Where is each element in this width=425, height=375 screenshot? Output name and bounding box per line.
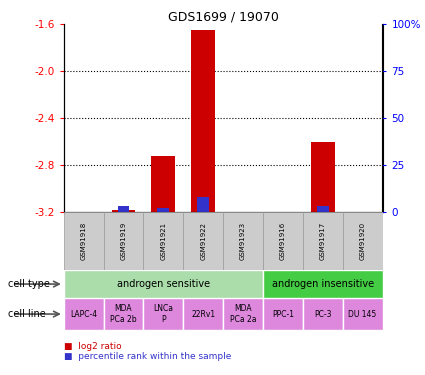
Text: DU 145: DU 145 <box>348 310 377 319</box>
Bar <box>143 298 183 330</box>
Bar <box>343 212 382 270</box>
Bar <box>111 210 136 212</box>
Bar <box>263 270 382 298</box>
Text: LNCa
P: LNCa P <box>153 304 173 324</box>
Text: LAPC-4: LAPC-4 <box>70 310 97 319</box>
Text: cell type: cell type <box>8 279 51 289</box>
Text: GSM91922: GSM91922 <box>200 222 206 260</box>
Text: MDA
PCa 2b: MDA PCa 2b <box>110 304 137 324</box>
Text: PPC-1: PPC-1 <box>272 310 294 319</box>
Bar <box>263 212 303 270</box>
Bar <box>343 298 382 330</box>
Bar <box>157 208 169 212</box>
Bar <box>317 206 329 212</box>
Bar <box>143 212 183 270</box>
Bar <box>303 212 343 270</box>
Bar <box>303 298 343 330</box>
Text: PC-3: PC-3 <box>314 310 332 319</box>
Bar <box>64 212 104 270</box>
Bar <box>263 298 303 330</box>
Bar <box>118 206 130 212</box>
Text: ■  percentile rank within the sample: ■ percentile rank within the sample <box>64 352 231 361</box>
Bar <box>183 298 223 330</box>
Bar <box>311 142 335 212</box>
Text: GSM91920: GSM91920 <box>360 222 366 260</box>
Text: GSM91921: GSM91921 <box>160 222 166 260</box>
Title: GDS1699 / 19070: GDS1699 / 19070 <box>168 10 278 23</box>
Bar <box>64 270 263 298</box>
Text: androgen sensitive: androgen sensitive <box>117 279 210 289</box>
Bar <box>223 212 263 270</box>
Text: MDA
PCa 2a: MDA PCa 2a <box>230 304 256 324</box>
Bar <box>104 212 143 270</box>
Bar <box>197 197 209 212</box>
Text: androgen insensitive: androgen insensitive <box>272 279 374 289</box>
Text: ■  log2 ratio: ■ log2 ratio <box>64 342 122 351</box>
Text: GSM91917: GSM91917 <box>320 222 326 260</box>
Text: GSM91923: GSM91923 <box>240 222 246 260</box>
Text: GSM91918: GSM91918 <box>81 222 87 260</box>
Text: 22Rv1: 22Rv1 <box>191 310 215 319</box>
Text: GSM91919: GSM91919 <box>121 222 127 260</box>
Bar <box>151 156 175 212</box>
Bar <box>104 298 143 330</box>
Text: cell line: cell line <box>8 309 46 319</box>
Bar <box>223 298 263 330</box>
Bar <box>191 30 215 212</box>
Bar <box>64 298 104 330</box>
Bar <box>183 212 223 270</box>
Text: GSM91916: GSM91916 <box>280 222 286 260</box>
